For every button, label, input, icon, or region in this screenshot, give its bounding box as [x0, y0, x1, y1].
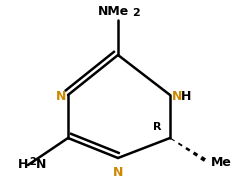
Text: 2: 2 [29, 157, 36, 167]
Text: R: R [154, 122, 162, 132]
Text: N: N [113, 166, 123, 179]
Text: N: N [56, 90, 66, 102]
Text: N: N [172, 90, 182, 102]
Text: H: H [181, 90, 191, 102]
Text: H: H [18, 159, 28, 171]
Text: 2: 2 [132, 8, 140, 18]
Text: NMe: NMe [98, 5, 130, 18]
Text: N: N [36, 159, 46, 171]
Text: Me: Me [211, 157, 232, 169]
